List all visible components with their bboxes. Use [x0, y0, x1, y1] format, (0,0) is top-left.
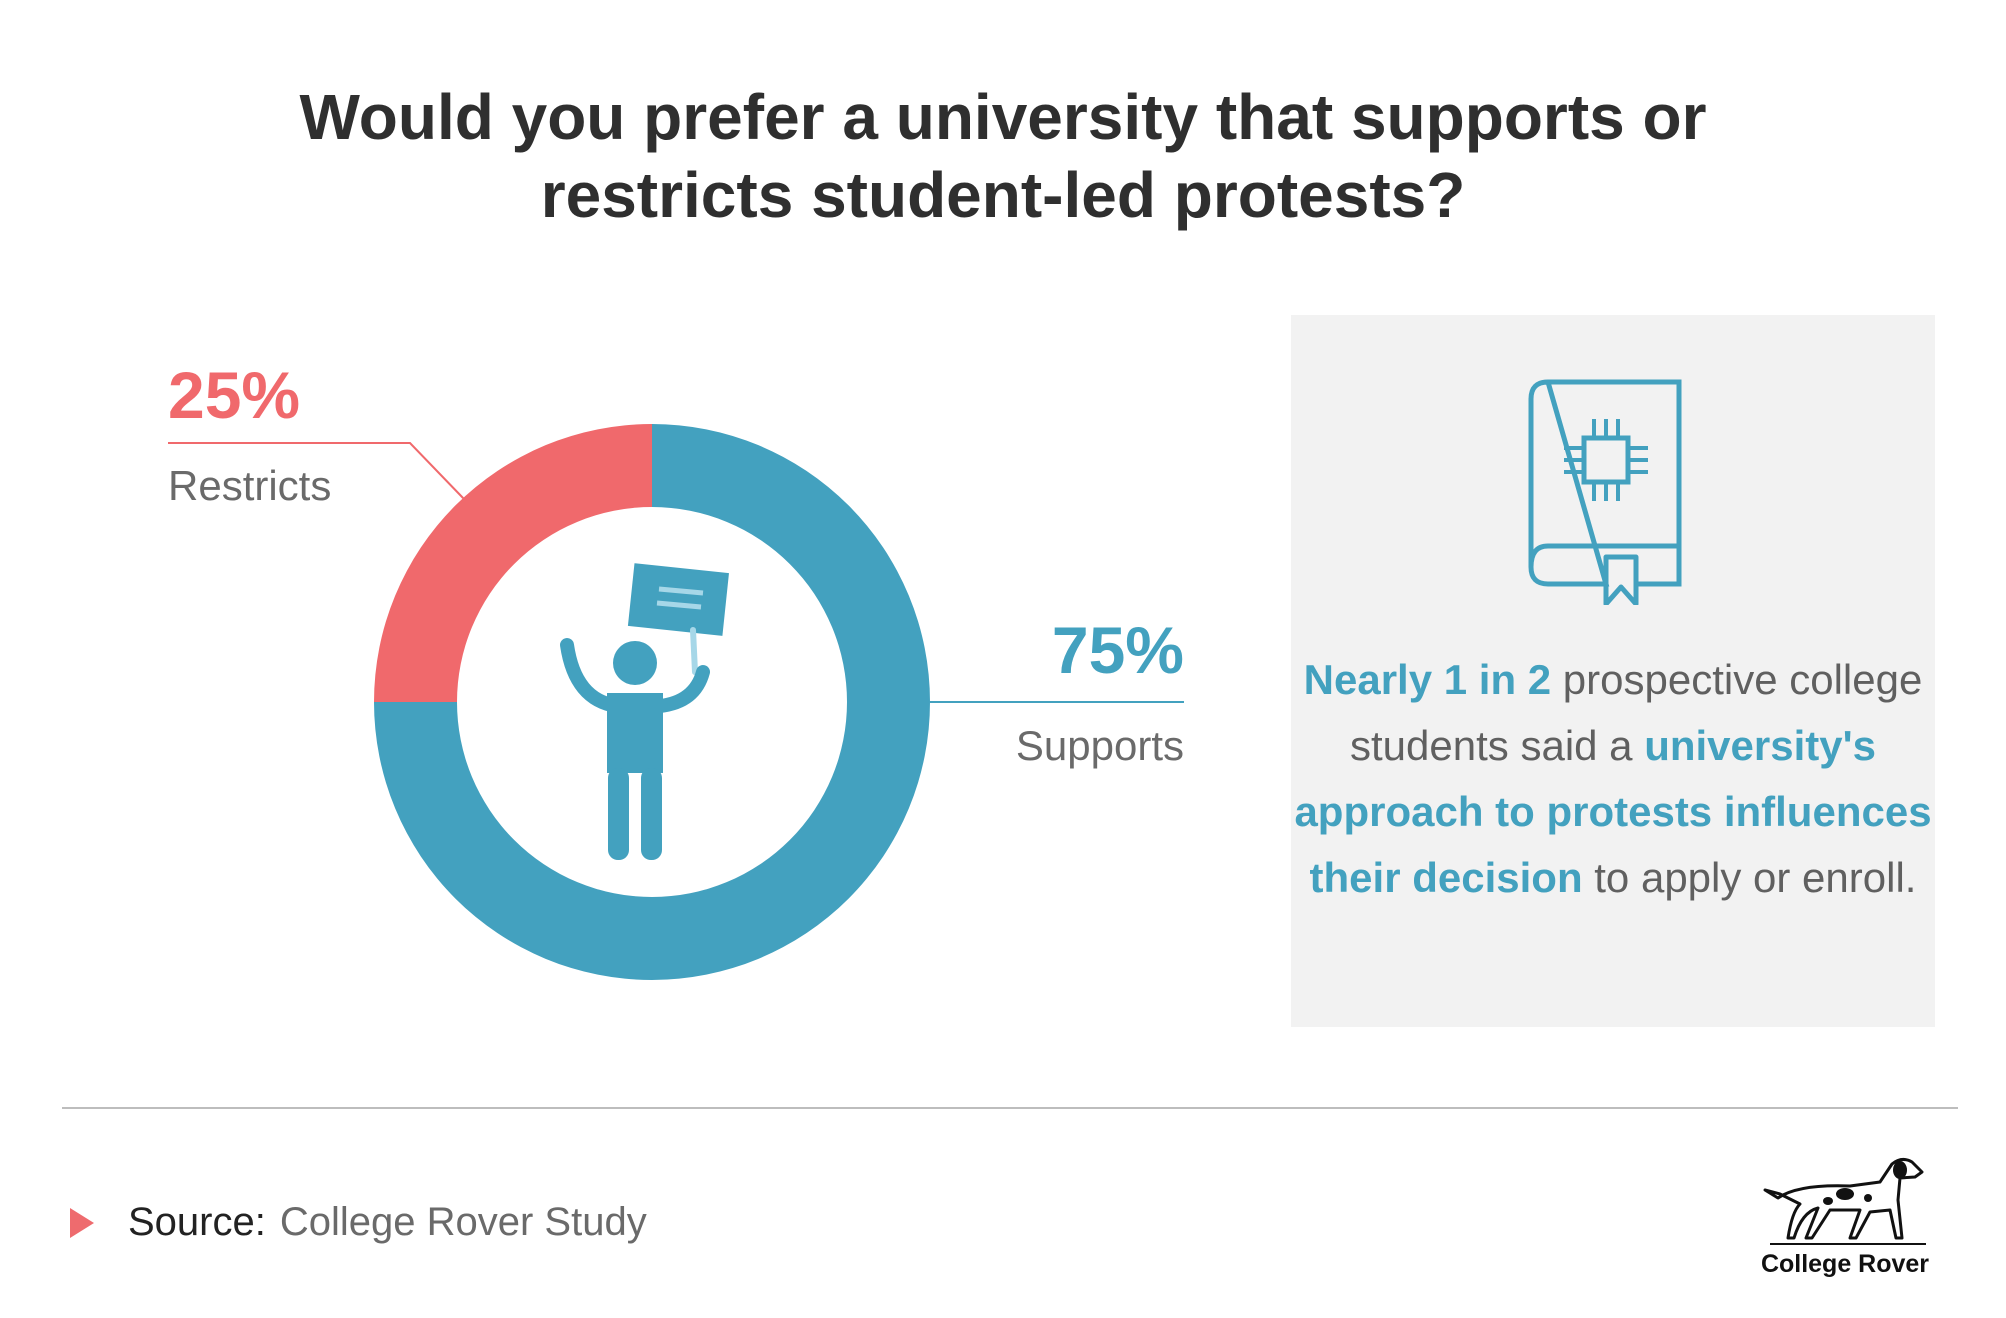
divider — [62, 1107, 1958, 1109]
logo-text: College Rover — [1760, 1250, 1930, 1278]
chart-title: Would you prefer a university that suppo… — [0, 78, 2006, 234]
info-highlight-1: Nearly 1 in 2 — [1303, 656, 1552, 703]
value-label-supports: 75% — [1052, 613, 1184, 687]
source-value: College Rover Study — [279, 1200, 647, 1244]
triangle-bullet-icon — [70, 1207, 94, 1238]
protester-with-sign-icon — [560, 563, 729, 860]
info-box: Nearly 1 in 2 prospective college studen… — [1291, 315, 1935, 1027]
title-line-2: restricts student-led protests? — [540, 159, 1466, 231]
slice-labels: 75% Supports 25% Restricts — [168, 358, 1184, 769]
source-line: Source: College Rover Study — [70, 1200, 647, 1245]
dog-icon — [1763, 1157, 1926, 1245]
slice-supports — [374, 424, 930, 980]
info-highlight-2: university's approach to protests influe… — [1294, 722, 1932, 901]
info-text-1: prospective college students said a — [1350, 656, 1923, 769]
label-leaders — [168, 442, 1184, 703]
source-label: Source: — [128, 1200, 266, 1244]
info-statement: Nearly 1 in 2 prospective college studen… — [1291, 647, 1935, 911]
donut-slices — [374, 424, 930, 980]
leader-line-restricts — [168, 442, 465, 500]
value-label-restricts: 25% — [168, 358, 300, 432]
college-rover-logo: College Rover — [1750, 1150, 1940, 1290]
category-label-supports: Supports — [1016, 722, 1184, 769]
info-text-2: to apply or enroll. — [1582, 854, 1917, 901]
category-label-restricts: Restricts — [168, 462, 331, 509]
donut-chart: 75% Supports 25% Restricts — [168, 358, 1184, 980]
title-line-1: Would you prefer a university that suppo… — [299, 81, 1707, 153]
slice-restricts — [374, 424, 652, 702]
book-with-chip-icon — [1528, 379, 1682, 605]
